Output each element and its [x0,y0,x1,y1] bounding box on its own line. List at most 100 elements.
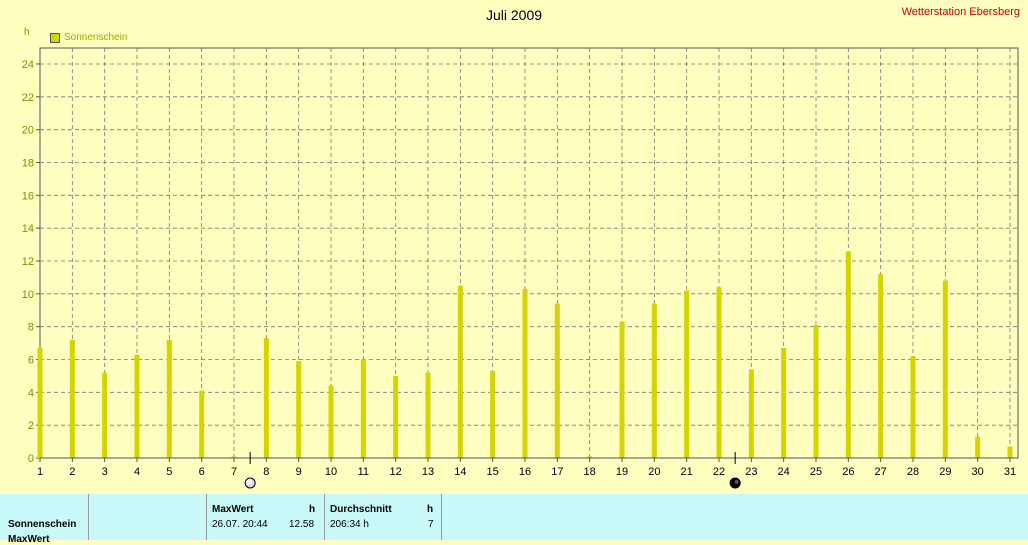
table-divider [324,494,325,540]
full-moon-icon [246,479,253,485]
bar-day-7 [231,456,237,458]
y-tick-label: 6 [28,355,34,367]
y-tick-label: 8 [28,322,34,334]
x-tick-label: 6 [199,466,205,478]
bar-day-28 [910,356,916,458]
bar-day-19 [619,321,625,458]
bar-day-18 [587,456,593,458]
y-tick-label: 22 [22,92,34,104]
bar-day-6 [199,390,205,458]
y-tick-label: 20 [22,125,34,137]
x-tick-label: 9 [296,466,302,478]
bar-day-17 [554,303,560,458]
avg-value: 7 [428,519,434,530]
y-tick-label: 10 [22,289,34,301]
bar-day-12 [393,375,399,458]
y-tick-label: 24 [22,59,34,71]
station-name: Wetterstation Ebersberg [901,6,1020,18]
avg-header: Durchschnitt [330,504,392,515]
y-axis-unit: h [24,27,30,38]
y-tick-label: 2 [28,420,34,432]
x-tick-label: 2 [69,466,75,478]
x-tick-label: 19 [616,466,628,478]
bar-day-9 [296,361,302,458]
x-tick-label: 10 [325,466,337,478]
x-tick-label: 13 [422,466,434,478]
bar-day-5 [166,339,172,458]
bar-day-14 [457,285,463,458]
x-tick-label: 26 [842,466,854,478]
bar-day-31 [1007,446,1013,458]
bar-day-20 [651,303,657,458]
max-header: MaxWert [212,504,254,515]
x-tick-label: 1 [37,466,43,478]
y-tick-label: 16 [22,190,34,202]
x-tick-label: 14 [454,466,466,478]
x-tick-label: 28 [907,466,919,478]
bar-day-11 [360,359,366,458]
x-tick-label: 25 [810,466,822,478]
bar-day-25 [813,325,819,458]
bar-day-30 [975,436,981,458]
bar-day-2 [69,339,75,458]
bar-day-23 [748,369,754,458]
x-tick-label: 8 [263,466,269,478]
new-moon-icon [734,480,739,484]
bar-day-8 [263,338,269,458]
x-tick-label: 17 [551,466,563,478]
x-tick-label: 20 [648,466,660,478]
legend-label: Sonnenschein [64,32,128,43]
plot-frame [39,47,1019,459]
x-tick-label: 21 [681,466,693,478]
x-tick-label: 3 [102,466,108,478]
table-divider [441,494,442,540]
bar-day-24 [781,348,787,458]
avg-total: 206:34 h [330,519,369,530]
x-tick-label: 23 [745,466,757,478]
statistics-table: Sonnenschein MaxWert MaxWert h 26.07. 20… [0,494,1028,545]
bar-day-10 [328,385,334,458]
bar-day-29 [942,280,948,458]
legend-swatch [50,32,60,43]
x-tick-label: 16 [519,466,531,478]
x-tick-label: 31 [1004,466,1016,478]
bar-day-22 [716,287,722,458]
bar-day-15 [490,370,496,458]
x-tick-label: 24 [778,466,790,478]
row-label-sunshine: Sonnenschein [8,519,77,530]
table-divider [206,494,207,540]
y-tick-label: 14 [22,223,34,235]
x-tick-label: 4 [134,466,140,478]
y-tick-label: 0 [28,453,34,465]
y-tick-label: 4 [28,387,34,399]
bar-day-1 [37,348,43,458]
bar-day-26 [845,251,851,458]
max-datetime: 26.07. 20:44 [212,519,268,530]
x-tick-label: 11 [358,466,369,478]
chart-area: 0 2 4 6 8 10 12 14 16 18 20 22 24 1 2 3 4 5 6 7 8 9 10 11 12 13 14… [21,6,1020,489]
bar-day-16 [522,288,528,458]
bar-day-13 [425,372,431,458]
x-tick-label: 18 [584,466,596,478]
x-tick-label: 7 [231,466,237,478]
x-tick-label: 29 [939,466,951,478]
bar-day-21 [684,290,690,458]
avg-unit: h [427,504,434,515]
bar-day-27 [878,274,884,458]
bar-day-4 [134,354,140,458]
y-tick-label: 12 [22,256,34,268]
y-tick-label: 18 [22,158,34,170]
max-value: 12.58 [289,519,315,530]
table-divider [88,494,89,540]
legend[interactable]: Sonnenschein [50,32,127,43]
x-tick-label: 12 [390,466,402,478]
x-tick-label: 22 [713,466,725,478]
bar-day-3 [102,372,108,458]
max-unit: h [309,504,316,515]
x-tick-label: 30 [972,466,984,478]
chart-title: Juli 2009 [485,7,543,23]
x-tick-label: 27 [875,466,887,478]
x-tick-label: 15 [487,466,499,478]
x-tick-label: 5 [166,466,172,478]
